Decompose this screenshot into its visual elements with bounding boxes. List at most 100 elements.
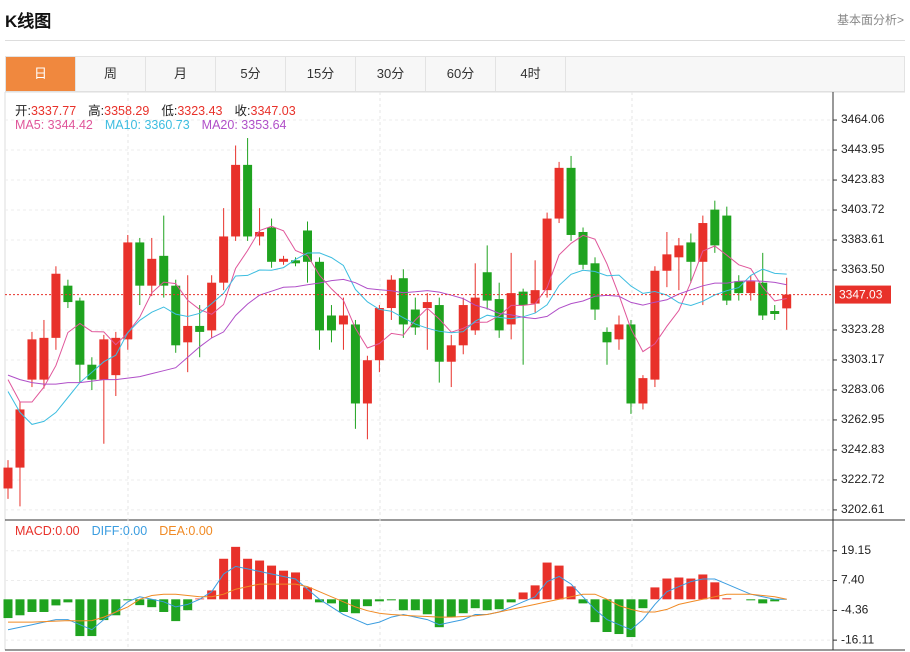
macd-bar (51, 599, 61, 606)
ohlc-item: 开:3337.77 (15, 100, 76, 119)
macd-bar (686, 578, 696, 600)
last-price-label: 3347.03 (839, 288, 883, 302)
candle-body (458, 305, 468, 346)
candle-body (314, 261, 324, 331)
candle-body (506, 293, 516, 325)
legend-item: DEA:0.00 (159, 524, 213, 538)
macd-bar (578, 599, 588, 604)
ohlc-label: 开: (15, 104, 31, 118)
macd-bar (362, 599, 372, 607)
candle-body (267, 227, 277, 262)
candle-body (662, 254, 672, 271)
candle-body (243, 164, 253, 237)
ohlc-item: 低:3323.43 (161, 100, 222, 119)
candle-body (674, 245, 684, 258)
line (7, 225, 787, 403)
period-tab[interactable]: 月 (146, 57, 216, 91)
candle-body (542, 218, 552, 291)
y-tick-label: 3323.28 (841, 322, 885, 336)
legend-name: MACD: (15, 524, 56, 538)
macd-bar (326, 599, 336, 604)
candle-body (746, 281, 756, 294)
legend-name: DEA: (159, 524, 189, 538)
candle-body (219, 236, 229, 283)
macd-bar (135, 599, 145, 606)
candle-body (410, 309, 420, 328)
macd-bar (123, 599, 133, 601)
legend-value: 3344.42 (47, 118, 93, 132)
macd-bar (63, 599, 73, 603)
candle-body (183, 325, 193, 343)
y-tick-label: 3303.17 (841, 352, 885, 366)
macd-bar (422, 599, 432, 615)
candle-body (63, 285, 73, 303)
candle-body (350, 324, 360, 404)
period-tab[interactable]: 4时 (496, 57, 566, 91)
candle-body (590, 263, 600, 310)
macd-bar (267, 565, 277, 600)
candle-body (291, 260, 301, 264)
candle-body (159, 255, 169, 286)
legend-value: 3353.64 (241, 118, 287, 132)
candle-body (470, 297, 480, 331)
macd-bar (458, 599, 468, 614)
macd-bar (219, 558, 229, 600)
macd-bar (770, 599, 780, 602)
macd-bar (506, 599, 516, 603)
legend-value: 3360.73 (144, 118, 190, 132)
candle-body (3, 467, 13, 489)
macd-bar (710, 582, 720, 600)
macd-bar (303, 587, 312, 600)
macd-bar (482, 599, 492, 611)
macd-bar (566, 586, 576, 600)
period-tabs: 日周月 5分 15分 30分 60分 4时 (5, 56, 905, 92)
period-tab[interactable]: 5分 (216, 57, 286, 91)
line (7, 565, 787, 631)
macd-bar (231, 546, 241, 600)
y-tick-label: -4.36 (841, 603, 869, 617)
candle-body (195, 325, 205, 332)
candle-body (686, 242, 696, 262)
candle-body (39, 337, 49, 380)
macd-bar (614, 599, 624, 635)
candle-body (231, 164, 241, 237)
candle-body (710, 209, 720, 246)
macd-bar (207, 590, 217, 600)
candle-body (530, 290, 540, 304)
macd-bar (15, 599, 25, 616)
period-tab[interactable]: 30分 (356, 57, 426, 91)
candle-body (171, 285, 181, 346)
candle-body (770, 311, 780, 314)
macd-bar (386, 599, 396, 601)
candle-body (362, 360, 372, 404)
divider (5, 40, 905, 41)
candle-body (494, 299, 504, 331)
line (8, 583, 787, 623)
period-tab[interactable]: 周 (76, 57, 146, 91)
candle-body (255, 231, 265, 237)
ohlc-label: 低: (161, 104, 178, 118)
ohlc-value: 3347.03 (250, 104, 296, 118)
ohlc-legend: 开:3337.77 高:3358.29 低:3323.43 收:3347.03 (15, 100, 296, 119)
period-tab[interactable]: 15分 (286, 57, 356, 91)
candle-body (566, 167, 576, 235)
ohlc-item: 收:3347.03 (235, 100, 296, 119)
macd-bar (446, 599, 456, 618)
macd-bar (518, 592, 528, 600)
line (7, 252, 787, 425)
y-tick-label: 3423.83 (841, 172, 885, 186)
candle-body (554, 167, 564, 219)
macd-bar (674, 577, 684, 600)
legend-item: MA5: 3344.42 (15, 118, 93, 132)
page-title: K线图 (5, 12, 52, 31)
macd-bar (171, 599, 181, 622)
macd-bar (243, 558, 253, 600)
period-tab[interactable]: 60分 (426, 57, 496, 91)
macd-bar (87, 599, 97, 637)
macd-bar (398, 599, 408, 611)
candle-body (338, 315, 348, 325)
fundamental-link[interactable]: 基本面分析> (836, 13, 904, 27)
candle-body (99, 339, 109, 380)
period-tab[interactable]: 日 (6, 57, 76, 91)
legend-value: 0.00 (55, 524, 80, 538)
